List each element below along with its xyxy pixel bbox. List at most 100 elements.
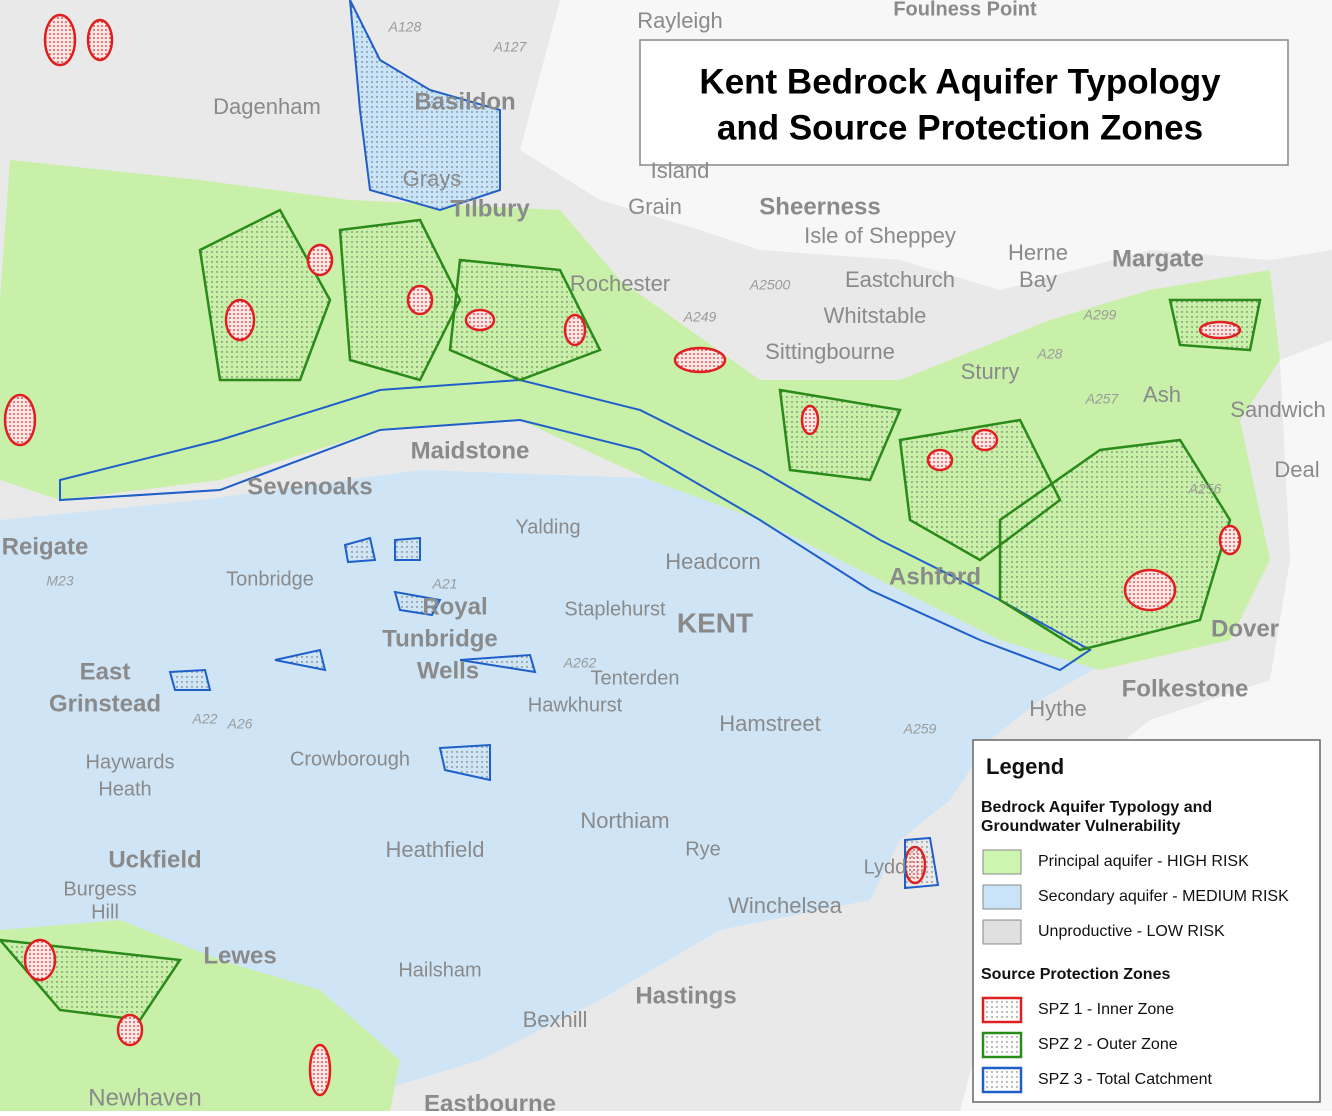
road-label: A249 bbox=[683, 309, 717, 325]
place-label: Basildon bbox=[414, 88, 515, 115]
road-label: A22 bbox=[192, 711, 218, 727]
place-label: Crowborough bbox=[290, 748, 410, 770]
place-label: Eastchurch bbox=[845, 267, 955, 292]
road-label: A262 bbox=[563, 655, 597, 671]
legend: Bedrock Aquifer Typology and Groundwater … bbox=[981, 799, 1289, 1094]
legend-swatch bbox=[981, 1066, 1023, 1094]
place-label: Newhaven bbox=[88, 1084, 201, 1111]
place-label: Island bbox=[651, 158, 710, 183]
place-label: Hamstreet bbox=[719, 711, 820, 736]
road-label: A257 bbox=[1085, 391, 1120, 407]
road-label: A127 bbox=[493, 39, 528, 55]
road-label: A28 bbox=[1037, 346, 1063, 362]
place-label: Heathfield bbox=[385, 837, 484, 862]
place-label: Yalding bbox=[515, 516, 580, 538]
place-label: Lewes bbox=[203, 942, 276, 969]
legend-heading: Bedrock Aquifer Typology and bbox=[981, 799, 1212, 816]
place-label: Lydd bbox=[864, 856, 907, 878]
place-label: Tenterden bbox=[591, 667, 680, 689]
place-label: Wells bbox=[417, 657, 479, 684]
place-label: Dagenham bbox=[213, 94, 321, 119]
place-label: Isle of Sheppey bbox=[804, 223, 956, 248]
legend-title: Legend bbox=[986, 754, 1064, 779]
place-label: Winchelsea bbox=[728, 893, 842, 918]
place-label: Haywards bbox=[86, 751, 175, 773]
legend-swatch bbox=[982, 919, 1022, 945]
place-label: Grinstead bbox=[49, 690, 161, 717]
place-label: Headcorn bbox=[665, 549, 760, 574]
spz2 bbox=[0, 208, 1262, 1022]
place-label: Folkestone bbox=[1122, 675, 1249, 702]
legend-item: SPZ 3 - Total Catchment bbox=[1038, 1071, 1213, 1088]
place-label: Herne bbox=[1008, 240, 1068, 265]
legend-item: Secondary aquifer - MEDIUM RISK bbox=[1038, 888, 1289, 905]
place-label: Ash bbox=[1143, 382, 1181, 407]
place-label: Sittingbourne bbox=[765, 339, 895, 364]
place-label: Hythe bbox=[1029, 696, 1086, 721]
road-label: A21 bbox=[432, 576, 458, 592]
place-label: Sevenoaks bbox=[247, 473, 372, 500]
place-label: Foulness Point bbox=[893, 0, 1037, 20]
place-label: Royal bbox=[422, 593, 487, 620]
legend-box bbox=[972, 739, 1321, 1103]
place-label: Burgess bbox=[63, 878, 136, 900]
legend-swatch bbox=[982, 849, 1022, 875]
road-label: A259 bbox=[903, 721, 937, 737]
place-label: Hailsham bbox=[398, 959, 481, 981]
legend-item: Unproductive - LOW RISK bbox=[1038, 923, 1225, 940]
place-label: Sandwich bbox=[1230, 397, 1325, 422]
place-label: Tonbridge bbox=[226, 568, 314, 590]
legend-heading: Groundwater Vulnerability bbox=[981, 818, 1181, 835]
place-label: Dover bbox=[1211, 615, 1279, 642]
place-label: Heath bbox=[98, 778, 151, 800]
place-label: Northiam bbox=[580, 808, 669, 833]
place-label: Deal bbox=[1274, 457, 1319, 482]
title-line: Kent Bedrock Aquifer Typology bbox=[699, 62, 1221, 101]
place-label: Sturry bbox=[961, 359, 1020, 384]
place-label: KENT bbox=[677, 607, 753, 638]
road-label: A299 bbox=[1083, 307, 1117, 323]
legend-item: SPZ 2 - Outer Zone bbox=[1038, 1036, 1178, 1053]
place-label: Whitstable bbox=[824, 303, 927, 328]
place-label: Hastings bbox=[635, 982, 736, 1009]
road-label: A2500 bbox=[749, 277, 791, 293]
place-label: Staplehurst bbox=[564, 598, 666, 620]
place-label: Sheerness bbox=[759, 193, 880, 220]
road-label: A26 bbox=[227, 716, 253, 732]
place-label: Eastbourne bbox=[424, 1090, 556, 1111]
legend-swatch bbox=[981, 1031, 1023, 1059]
title-box bbox=[639, 39, 1289, 166]
place-label: Grays bbox=[403, 166, 462, 191]
place-label: Margate bbox=[1112, 245, 1204, 272]
legend-swatch bbox=[982, 884, 1022, 910]
spz1-group bbox=[3, 13, 1242, 1097]
spz3-small bbox=[168, 536, 940, 890]
place-label: Rye bbox=[685, 838, 721, 860]
place-label: East bbox=[80, 658, 131, 685]
legend-item: Principal aquifer - HIGH RISK bbox=[1038, 853, 1249, 870]
place-label: Bay bbox=[1019, 267, 1057, 292]
place-label: Bexhill bbox=[523, 1007, 588, 1032]
place-label: Hawkhurst bbox=[528, 694, 623, 716]
place-label: Tilbury bbox=[450, 195, 530, 222]
legend-swatch bbox=[981, 996, 1023, 1024]
place-label: Hill bbox=[91, 901, 119, 923]
place-label: Grain bbox=[628, 194, 682, 219]
place-label: Tunbridge bbox=[382, 625, 498, 652]
road-label: A256 bbox=[1188, 481, 1222, 497]
place-label: Maidstone bbox=[411, 437, 530, 464]
place-label: Reigate bbox=[2, 533, 89, 560]
legend-item: SPZ 1 - Inner Zone bbox=[1038, 1001, 1174, 1018]
place-label: Rochester bbox=[570, 271, 670, 296]
road-label: A128 bbox=[388, 19, 422, 35]
road-labels: A127 A128 A2500 A249 A299 A28 A256 A26 A22 A259 A2… bbox=[46, 19, 1221, 737]
secondary-aquifer bbox=[0, 470, 1110, 1100]
spz3-fill bbox=[350, 0, 500, 210]
legend-heading: Source Protection Zones bbox=[981, 966, 1170, 983]
road-label: M23 bbox=[46, 573, 73, 589]
place-label: Ashford bbox=[889, 563, 981, 590]
title-line: and Source Protection Zones bbox=[717, 108, 1203, 147]
place-label: Rayleigh bbox=[637, 8, 723, 33]
